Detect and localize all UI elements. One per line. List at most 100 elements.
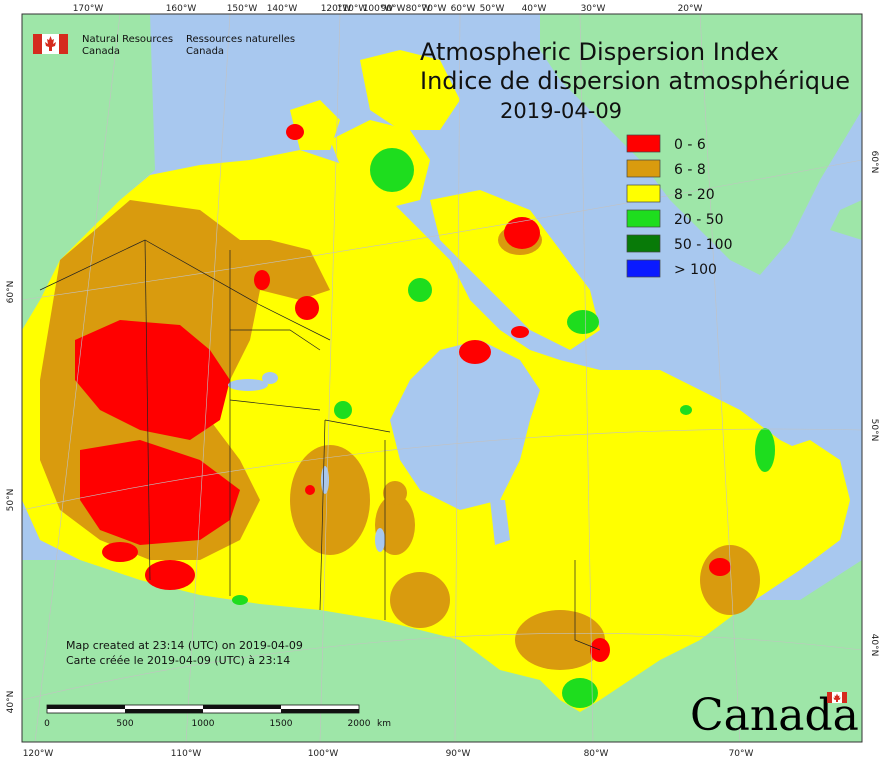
top-tick-label: 80°W bbox=[406, 4, 431, 14]
bottom-axis: 120°W 110°W 100°W 90°W 80°W 70°W bbox=[23, 749, 754, 759]
top-axis: 170°W 160°W 150°W 140°W 120°W 110°W 100°… bbox=[73, 4, 703, 14]
right-tick-label: 60°N bbox=[869, 151, 879, 174]
zone-20-50-region bbox=[755, 428, 775, 472]
top-tick-label: 60°W bbox=[451, 4, 476, 14]
lake bbox=[375, 528, 385, 552]
zone-0-6 bbox=[75, 124, 731, 662]
hudson-bay bbox=[390, 340, 540, 510]
zone-0-6-region bbox=[80, 440, 240, 545]
scale-bar-segment bbox=[125, 709, 203, 713]
zone-6-8-region bbox=[290, 445, 370, 555]
zone-0-6-region bbox=[254, 270, 270, 290]
legend-swatch bbox=[626, 134, 661, 153]
agency-name-fr: Ressources naturelles bbox=[186, 34, 295, 45]
graticule-line bbox=[21, 159, 863, 301]
legend-swatch bbox=[626, 184, 661, 203]
zone-0-6-region bbox=[511, 326, 529, 338]
agency-signature: Natural Resources Canada Ressources natu… bbox=[33, 34, 295, 57]
title-english: Atmospheric Dispersion Index bbox=[420, 38, 779, 66]
top-tick-label: 70°W bbox=[422, 4, 447, 14]
james-bay bbox=[490, 500, 510, 545]
lake bbox=[262, 372, 278, 384]
bottom-tick-label: 70°W bbox=[729, 749, 754, 759]
graticule-line bbox=[21, 633, 863, 701]
zone-6-8-region bbox=[390, 572, 450, 628]
zone-20-50-region bbox=[680, 405, 692, 415]
zone-0-6-region bbox=[295, 296, 319, 320]
right-axis: 60°N 50°N 40°N bbox=[869, 151, 879, 657]
province-border-line bbox=[574, 560, 601, 651]
scale-unit: km bbox=[377, 719, 391, 729]
scale-bar-segment bbox=[281, 709, 359, 713]
zone-6-8-region bbox=[270, 248, 310, 272]
zone-20-50-region bbox=[232, 595, 248, 605]
graticule bbox=[21, 13, 863, 743]
creation-note: Map created at 23:14 (UTC) on 2019-04-09… bbox=[66, 639, 303, 667]
zone-6-8-region bbox=[383, 481, 407, 505]
canada-wordmark: Canada bbox=[690, 690, 859, 741]
graticule-line bbox=[21, 428, 863, 511]
top-tick-label: 100°W bbox=[363, 4, 394, 14]
graticule-line bbox=[34, 13, 121, 743]
top-tick-label: 110°W bbox=[337, 4, 368, 14]
lake bbox=[228, 379, 268, 391]
creation-note-fr: Carte créée le 2019-04-09 (UTC) à 23:14 bbox=[66, 654, 290, 667]
legend-label: 6 - 8 bbox=[674, 162, 706, 178]
legend-swatch bbox=[626, 159, 661, 178]
bottom-tick-label: 100°W bbox=[308, 749, 339, 759]
zone-0-6-region bbox=[145, 560, 195, 590]
top-tick-label: 20°W bbox=[678, 4, 703, 14]
arctic-island-3 bbox=[360, 50, 460, 130]
zone-0-6-region bbox=[459, 340, 491, 364]
top-tick-label: 140°W bbox=[267, 4, 298, 14]
province-border-line bbox=[144, 239, 151, 581]
top-tick-label: 50°W bbox=[480, 4, 505, 14]
scale-bar: 0 500 1000 1500 2000 km bbox=[44, 704, 391, 729]
province-border-line bbox=[230, 329, 321, 351]
title-date: 2019-04-09 bbox=[500, 99, 622, 123]
iceland-region bbox=[830, 200, 862, 240]
zone-0-6-region bbox=[305, 485, 315, 495]
scale-label: 0 bbox=[44, 719, 50, 729]
title-french: Indice de dispersion atmosphérique bbox=[420, 67, 850, 95]
province-border-line bbox=[324, 419, 391, 433]
top-tick-label: 160°W bbox=[166, 4, 197, 14]
agency-name-en: Natural Resources bbox=[82, 34, 173, 45]
legend-label: 0 - 6 bbox=[674, 137, 706, 153]
greenland-region bbox=[540, 14, 862, 275]
top-tick-label: 150°W bbox=[227, 4, 258, 14]
scale-label: 1000 bbox=[192, 719, 215, 729]
graticule-line bbox=[319, 13, 341, 743]
zone-20-50 bbox=[232, 148, 775, 708]
map-title: Atmospheric Dispersion Index Indice de d… bbox=[420, 38, 850, 123]
legend-label: 50 - 100 bbox=[674, 237, 733, 253]
zone-20-50-region bbox=[567, 310, 599, 334]
legend-swatch bbox=[626, 209, 661, 228]
graticule-line bbox=[185, 13, 231, 743]
graticule-line bbox=[579, 13, 594, 743]
zone-20-50-region bbox=[334, 401, 352, 419]
newfoundland bbox=[780, 440, 850, 520]
legend-swatch bbox=[626, 234, 661, 253]
scale-bar-segment bbox=[47, 705, 125, 709]
agency-name-en-country: Canada bbox=[82, 46, 120, 57]
maple-leaf-icon bbox=[45, 36, 56, 51]
zone-0-6-region bbox=[504, 217, 540, 249]
lake bbox=[321, 466, 329, 494]
top-tick-label: 40°W bbox=[522, 4, 547, 14]
top-tick-label: 90°W bbox=[381, 4, 406, 14]
arctic-island-1 bbox=[240, 160, 340, 240]
top-tick-label: 170°W bbox=[73, 4, 104, 14]
top-tick-label: 30°W bbox=[581, 4, 606, 14]
legend-label: > 100 bbox=[674, 262, 717, 278]
left-tick-label: 50°N bbox=[6, 489, 16, 512]
zone-0-6-region bbox=[709, 558, 731, 576]
right-tick-label: 50°N bbox=[869, 419, 879, 442]
bottom-tick-label: 90°W bbox=[446, 749, 471, 759]
arctic-island-4 bbox=[290, 100, 340, 150]
zone-0-6-region bbox=[75, 320, 230, 440]
alaska-region bbox=[22, 14, 155, 330]
labrador-quebec bbox=[540, 370, 800, 580]
bottom-tick-label: 80°W bbox=[584, 749, 609, 759]
